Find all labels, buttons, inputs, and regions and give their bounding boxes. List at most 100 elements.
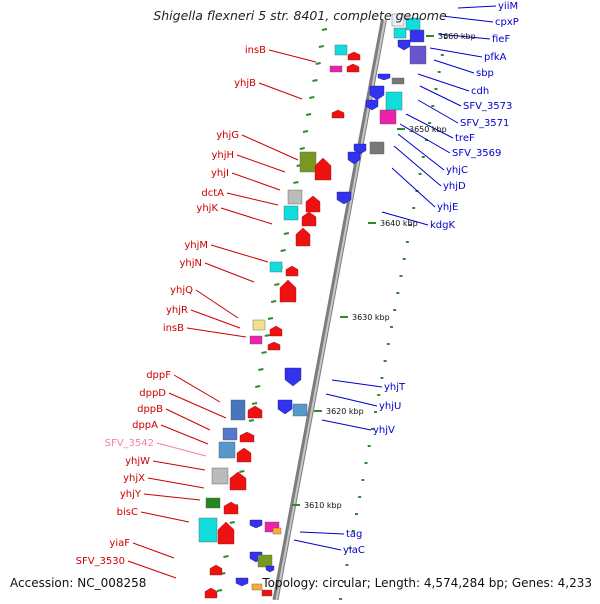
- gene-label-right: cdh: [471, 86, 489, 97]
- gene-label-leader: [143, 493, 201, 501]
- gene-label-right: yhjE: [437, 202, 458, 213]
- tick-mark: [261, 351, 267, 354]
- gene-label-leader: [190, 309, 241, 329]
- gene-feature-arrow: [236, 447, 252, 463]
- gene-label-leader: [321, 419, 372, 431]
- gene-label-right: SFV_3569: [452, 148, 501, 159]
- gene-label-leader: [417, 73, 470, 92]
- gene-feature-arrow: [377, 73, 391, 81]
- gene-feature-block: [272, 527, 282, 535]
- tick-mark: [270, 300, 277, 303]
- gene-label-right: yiaC: [343, 545, 365, 556]
- gene-label-right: SFV_3571: [460, 118, 509, 129]
- gene-label-right: yhjD: [443, 181, 466, 192]
- accession-text: Accession: NC_008258: [10, 576, 147, 590]
- gene-feature-arrow: [346, 63, 360, 73]
- gene-label-left: yhjQ: [170, 285, 193, 296]
- gene-label-leader: [168, 392, 227, 419]
- gene-feature-block: [329, 65, 343, 73]
- gene-label-leader: [147, 477, 205, 489]
- gene-label-left: dppA: [132, 420, 158, 431]
- tick-mark: [293, 181, 299, 184]
- gene-feature-block: [391, 13, 405, 27]
- gene-label-leader: [457, 5, 497, 9]
- gene-feature-arrow: [265, 565, 275, 573]
- gene-label-left: SFV_3542: [105, 438, 154, 449]
- gene-label-leader: [165, 408, 211, 431]
- gene-label-leader: [195, 289, 239, 319]
- gene-feature-arrow: [353, 143, 367, 155]
- gene-feature-arrow: [369, 85, 385, 101]
- tick-mark: [248, 419, 255, 422]
- gene-label-leader: [132, 542, 175, 559]
- gene-label-left: bisC: [117, 507, 138, 518]
- gene-label-left: yhjR: [166, 305, 188, 316]
- gene-feature-arrow: [397, 39, 411, 51]
- gene-feature-block: [257, 554, 273, 568]
- tick-mark: [299, 147, 305, 150]
- gene-label-right: yiiM: [498, 1, 518, 12]
- gene-label-right: kdgK: [430, 220, 455, 231]
- gene-feature-arrow: [267, 341, 281, 351]
- gene-feature-arrow: [301, 211, 317, 227]
- gene-label-right: yhjV: [373, 425, 395, 436]
- gene-label-right: treF: [455, 133, 475, 144]
- gene-feature-block: [218, 441, 236, 459]
- gene-feature-block: [269, 261, 283, 273]
- gene-label-leader: [429, 47, 483, 58]
- coordinate-label: 3620 kbp: [326, 407, 364, 416]
- gene-label-leader: [210, 244, 269, 263]
- gene-feature-block: [409, 29, 425, 43]
- gene-feature-block: [249, 335, 263, 345]
- tick-mark: [309, 96, 315, 99]
- gene-feature-block: [379, 109, 397, 125]
- coordinate-label: 3610 kbp: [304, 501, 342, 510]
- gene-label-right: pfkA: [484, 52, 507, 63]
- gene-label-leader: [325, 393, 378, 407]
- gene-label-leader: [299, 531, 345, 535]
- gene-label-leader: [258, 82, 303, 100]
- gene-feature-arrow: [331, 109, 345, 119]
- gene-feature-block: [287, 189, 303, 205]
- gene-label-right: SFV_3573: [463, 101, 512, 112]
- gene-label-leader: [156, 442, 207, 457]
- gene-feature-arrow: [285, 265, 299, 277]
- tick-mark: [255, 385, 261, 388]
- backbone-highlight: [275, 19, 386, 601]
- gene-feature-arrow: [314, 157, 332, 181]
- gene-label-left: yhjI: [211, 168, 229, 179]
- gene-feature-block: [391, 77, 405, 85]
- coordinate-label: 3630 kbp: [352, 313, 390, 322]
- tick-mark: [321, 28, 328, 31]
- gene-label-leader: [226, 192, 279, 206]
- gene-label-left: insB: [245, 45, 266, 56]
- gene-feature-arrow: [347, 51, 361, 61]
- gene-label-left: yhjK: [196, 203, 218, 214]
- gene-label-leader: [160, 424, 209, 445]
- gene-label-leader: [241, 134, 299, 161]
- gene-label-leader: [293, 539, 342, 551]
- gene-feature-block: [251, 583, 263, 591]
- coordinate-label: 3660 kbp: [438, 32, 476, 41]
- gene-label-left: dppD: [139, 388, 166, 399]
- gene-feature-arrow: [336, 191, 352, 205]
- gene-label-leader: [405, 113, 454, 139]
- gene-label-right: yhjT: [384, 382, 406, 393]
- gene-label-leader: [437, 33, 491, 40]
- gene-feature-arrow: [295, 227, 311, 247]
- gene-label-leader: [204, 262, 255, 283]
- gene-label-left: dppB: [137, 404, 163, 415]
- gene-label-leader: [391, 167, 436, 208]
- gene-label-right: fieF: [492, 34, 510, 45]
- tick-mark: [258, 368, 264, 371]
- tick-mark: [318, 45, 325, 48]
- gene-label-left: SFV_3530: [76, 556, 125, 567]
- gene-label-leader: [399, 123, 451, 154]
- gene-feature-block: [292, 403, 308, 417]
- gene-label-left: yhjG: [216, 130, 239, 141]
- tick-mark: [267, 317, 274, 320]
- gene-feature-block: [230, 399, 246, 421]
- genome-title: Shigella flexneri 5 str. 8401, complete …: [153, 8, 447, 23]
- gene-feature-block: [261, 589, 273, 597]
